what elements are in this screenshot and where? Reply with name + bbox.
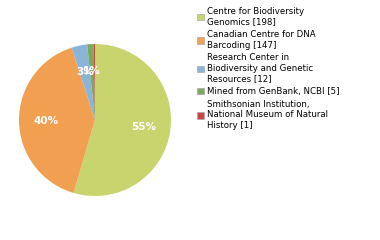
Wedge shape (94, 44, 95, 120)
Wedge shape (74, 44, 171, 196)
Text: 40%: 40% (33, 116, 58, 126)
Legend: Centre for Biodiversity
Genomics [198], Canadian Centre for DNA
Barcoding [147],: Centre for Biodiversity Genomics [198], … (194, 4, 342, 132)
Text: 3%: 3% (76, 67, 94, 77)
Wedge shape (72, 44, 95, 120)
Text: 1%: 1% (83, 66, 101, 76)
Text: 55%: 55% (131, 122, 157, 132)
Wedge shape (19, 48, 95, 193)
Wedge shape (87, 44, 95, 120)
